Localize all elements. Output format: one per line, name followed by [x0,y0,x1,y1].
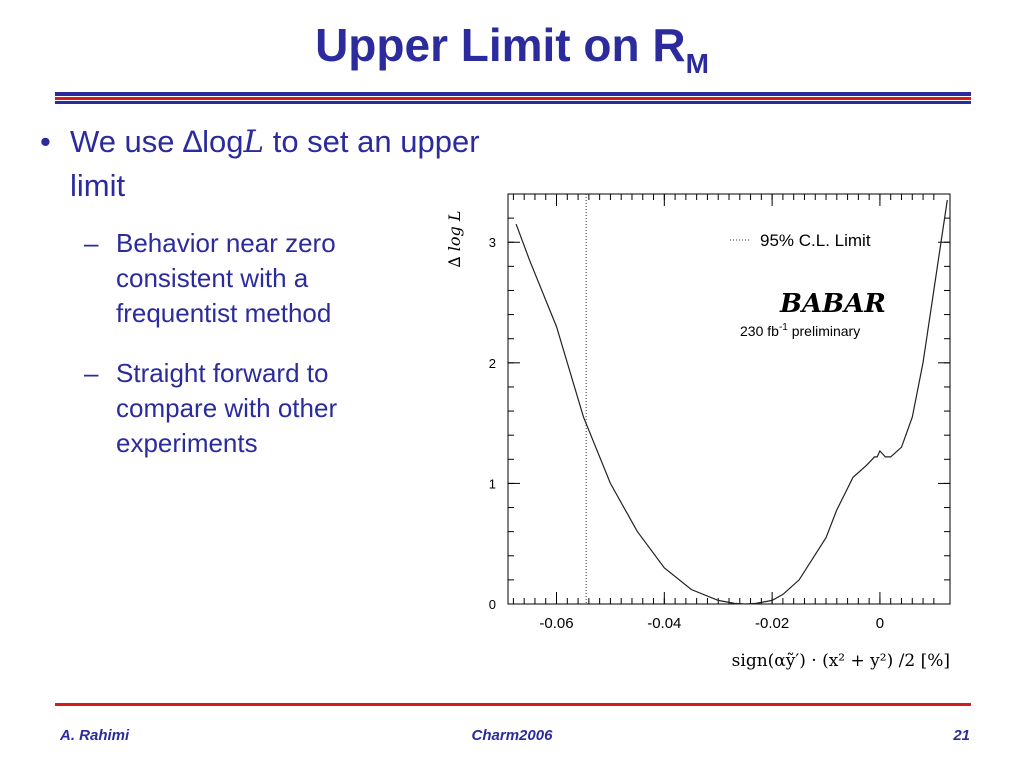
title-rule-blue-top [55,92,971,96]
bullet-dot: • [40,124,51,159]
y-tick-label: 0 [489,597,496,612]
sub-bullet-dash: – [84,358,99,388]
title-subscript: M [685,48,709,79]
sub-bullet-text: Straight forward to compare with other e… [116,358,338,458]
x-axis-label: sign(αỹ′) · (x² + y²) /2 [%] [732,651,950,671]
footer-page-number: 21 [953,727,970,744]
delta-symbol: ∆ [183,124,203,159]
footer-author: A. Rahimi [60,727,130,744]
footer-rule [55,703,971,706]
x-tick-label: -0.04 [647,615,681,632]
sub-bullet-text: Behavior near zero consistent with a fre… [116,228,336,328]
main-bullet-text: We use ∆logL to set an upper limit [70,124,480,203]
experiment-logo: BABAR [779,289,886,319]
sub-bullet-dash: – [84,228,99,258]
chart-container: -0.06 -0.04 -0.02 0 0 1 2 3 ∆ log L sign(αỹ′) · (… [430,180,970,680]
y-tick-label: 3 [489,235,496,250]
y-axis-label: ∆ log L [445,211,464,268]
slide-title: Upper Limit on RM [315,19,709,79]
title-rule-blue-bottom [55,101,971,104]
x-tick-label: 0 [876,615,884,632]
y-tick-label: 1 [489,476,496,491]
title-rule-red [55,97,971,100]
likelihood-curve [515,199,948,605]
footer-conference: Charm2006 [471,727,553,744]
y-tick-label: 2 [489,356,496,371]
luminosity-text: 230 fb-1 preliminary [740,322,860,339]
chart-svg: -0.06 -0.04 -0.02 0 0 1 2 3 ∆ log L sign(αỹ′) · (… [445,193,951,671]
script-l: L [243,124,265,160]
plot-frame [507,193,951,605]
legend-label: 95% C.L. Limit [760,231,871,250]
x-tick-label: -0.06 [539,615,573,632]
x-tick-label: -0.02 [755,615,789,632]
